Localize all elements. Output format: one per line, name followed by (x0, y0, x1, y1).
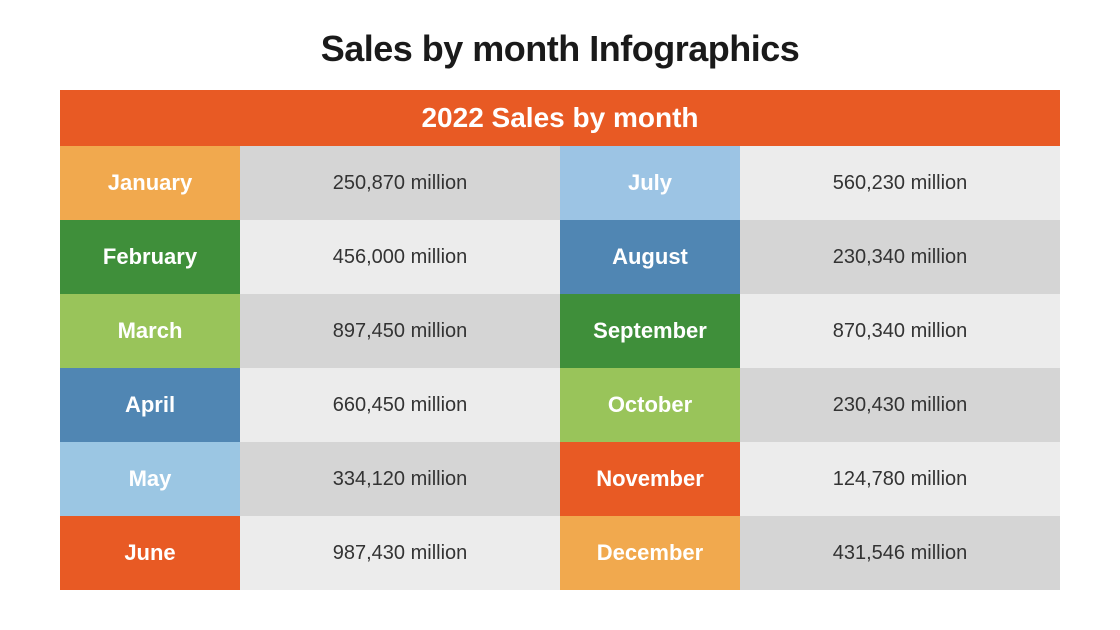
month-cell-left: February (60, 220, 240, 294)
value-cell-left: 660,450 million (240, 368, 560, 442)
month-cell-left: May (60, 442, 240, 516)
month-cell-right: December (560, 516, 740, 590)
value-cell-left: 987,430 million (240, 516, 560, 590)
value-cell-right: 431,546 million (740, 516, 1060, 590)
sales-table: 2022 Sales by month January250,870 milli… (60, 90, 1060, 590)
value-cell-right: 230,430 million (740, 368, 1060, 442)
value-cell-left: 456,000 million (240, 220, 560, 294)
value-cell-right: 870,340 million (740, 294, 1060, 368)
table-grid: January250,870 millionJuly560,230 millio… (60, 146, 1060, 590)
month-cell-right: November (560, 442, 740, 516)
value-cell-right: 124,780 million (740, 442, 1060, 516)
value-cell-left: 250,870 million (240, 146, 560, 220)
month-cell-left: January (60, 146, 240, 220)
month-cell-right: August (560, 220, 740, 294)
value-cell-right: 560,230 million (740, 146, 1060, 220)
value-cell-left: 897,450 million (240, 294, 560, 368)
month-cell-left: April (60, 368, 240, 442)
month-cell-right: September (560, 294, 740, 368)
month-cell-right: October (560, 368, 740, 442)
table-header: 2022 Sales by month (60, 90, 1060, 146)
page-title: Sales by month Infographics (0, 0, 1120, 90)
month-cell-left: March (60, 294, 240, 368)
month-cell-right: July (560, 146, 740, 220)
value-cell-right: 230,340 million (740, 220, 1060, 294)
value-cell-left: 334,120 million (240, 442, 560, 516)
month-cell-left: June (60, 516, 240, 590)
